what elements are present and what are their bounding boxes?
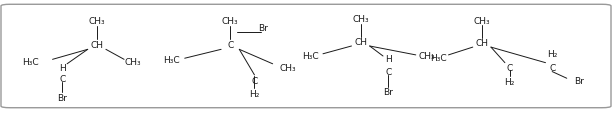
FancyBboxPatch shape (1, 5, 611, 108)
Text: H₃C: H₃C (302, 52, 319, 61)
Text: CH₃: CH₃ (89, 17, 105, 26)
Text: H₂: H₂ (249, 89, 259, 98)
Text: H₂: H₂ (504, 77, 515, 86)
Text: C: C (59, 74, 65, 83)
Text: CH₃: CH₃ (353, 15, 369, 24)
Text: Br: Br (574, 76, 584, 85)
Text: CH: CH (91, 41, 103, 50)
Text: Br: Br (58, 93, 67, 102)
Text: H₃C: H₃C (163, 55, 180, 64)
Text: CH₃: CH₃ (474, 17, 490, 26)
Text: Br: Br (384, 87, 394, 96)
Text: C: C (507, 63, 513, 72)
Text: C: C (252, 76, 258, 85)
Text: C: C (386, 67, 392, 76)
Text: C: C (227, 41, 233, 50)
Text: CH: CH (476, 39, 488, 48)
Text: CH₃: CH₃ (125, 58, 141, 66)
Text: Br: Br (259, 23, 269, 32)
Text: H: H (59, 63, 65, 72)
Text: H: H (385, 54, 392, 63)
Text: C: C (549, 63, 555, 72)
Text: CH: CH (354, 38, 367, 47)
Text: CH₃: CH₃ (222, 17, 239, 26)
Text: CH₃: CH₃ (280, 63, 296, 72)
Text: H₂: H₂ (547, 50, 558, 59)
Text: H₃C: H₃C (430, 53, 447, 62)
Text: CH₃: CH₃ (419, 52, 436, 61)
Text: H₃C: H₃C (22, 58, 39, 66)
